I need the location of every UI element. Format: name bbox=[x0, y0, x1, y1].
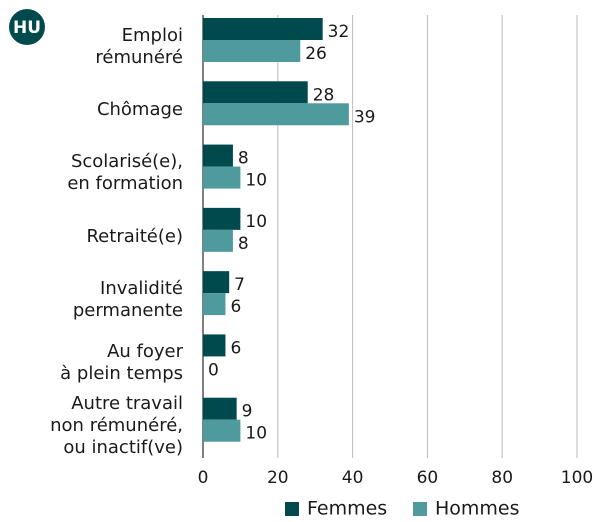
y-tick-label: Autre travail non rémunéré, ou inactif(v… bbox=[50, 393, 183, 459]
legend-swatch bbox=[285, 502, 299, 516]
badge: HU bbox=[13, 18, 41, 38]
legend-label: Hommes bbox=[435, 498, 520, 520]
y-tick-label: Retraité(e) bbox=[86, 225, 183, 247]
y-tick-label: Scolarisé(e), en formation bbox=[67, 151, 183, 195]
value-label: 9 bbox=[242, 402, 253, 422]
bar bbox=[203, 397, 237, 420]
x-tick-label: 60 bbox=[417, 468, 439, 488]
bar bbox=[203, 419, 241, 442]
bar bbox=[203, 81, 308, 104]
bar bbox=[203, 18, 323, 40]
x-tick-label: 0 bbox=[198, 468, 209, 488]
legend-swatch bbox=[413, 502, 427, 516]
value-label: 6 bbox=[230, 297, 241, 317]
y-tick-label: Chômage bbox=[96, 98, 183, 120]
bar bbox=[203, 144, 233, 167]
bar bbox=[203, 103, 349, 126]
bar bbox=[203, 229, 233, 252]
value-label: 10 bbox=[245, 212, 267, 232]
value-label: 8 bbox=[238, 234, 249, 254]
value-label: 39 bbox=[354, 107, 376, 127]
value-label: 10 bbox=[245, 171, 267, 191]
badge-circle bbox=[9, 9, 45, 45]
value-label: 10 bbox=[245, 424, 267, 444]
value-label: 32 bbox=[328, 22, 350, 42]
x-tick-label: 80 bbox=[491, 468, 513, 488]
bar bbox=[203, 40, 301, 62]
y-tick-label: Au foyer à plein temps bbox=[60, 341, 183, 385]
bar bbox=[203, 207, 241, 230]
bar bbox=[203, 166, 241, 189]
value-label: 8 bbox=[238, 149, 249, 169]
value-label: 26 bbox=[305, 44, 327, 64]
bar bbox=[203, 334, 226, 357]
bar bbox=[203, 293, 226, 316]
value-label: 7 bbox=[234, 275, 245, 295]
value-label: 28 bbox=[313, 85, 335, 105]
value-label: 6 bbox=[230, 338, 241, 358]
value-label: 0 bbox=[208, 360, 219, 380]
x-tick-label: 20 bbox=[267, 468, 289, 488]
x-tick-label: 40 bbox=[342, 468, 364, 488]
legend-label: Femmes bbox=[307, 498, 387, 520]
y-tick-label: Invalidité permanente bbox=[72, 277, 183, 321]
bar bbox=[203, 271, 230, 294]
x-tick-label: 100 bbox=[561, 468, 593, 488]
y-tick-label: Emploi rémunéré bbox=[95, 24, 183, 68]
